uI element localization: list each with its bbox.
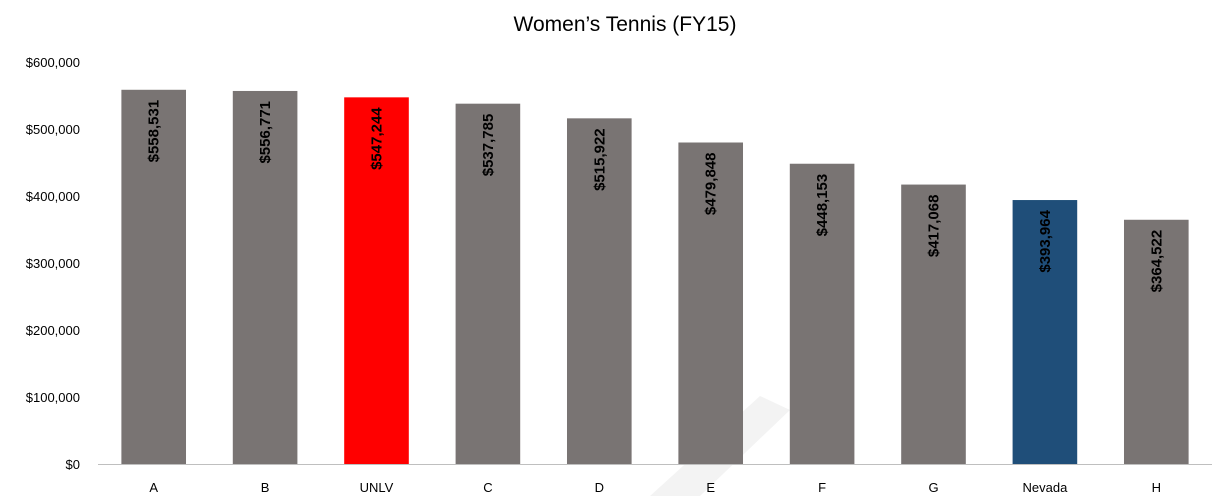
bar-value-label: $558,531 — [146, 100, 163, 163]
bar — [455, 103, 521, 464]
x-tick-label: H — [1152, 480, 1161, 495]
bar-value-label: $417,068 — [926, 195, 943, 258]
y-axis: $0 $100,000 $200,000 $300,000 $400,000 $500,0… — [26, 55, 80, 472]
x-tick-label: Nevada — [1022, 480, 1068, 495]
bar-value-label: $448,153 — [814, 174, 831, 237]
bar — [789, 163, 855, 464]
y-tick-label: $300,000 — [26, 256, 80, 271]
x-axis: A B UNLV C D E F G Nevada H — [98, 464, 1212, 495]
bar — [1012, 200, 1078, 464]
x-tick-label: A — [149, 480, 158, 495]
bar-value-label: $515,922 — [591, 128, 608, 191]
bar — [1123, 219, 1189, 464]
chart-title: Women’s Tennis (FY15) — [514, 13, 737, 36]
bar-value-label: $556,771 — [257, 101, 274, 164]
y-tick-label: $0 — [66, 457, 80, 472]
bar-value-label: $479,848 — [703, 153, 720, 216]
bar — [901, 184, 966, 464]
y-tick-label: $200,000 — [26, 323, 80, 338]
x-tick-label: G — [928, 480, 938, 495]
bar-value-label: $393,964 — [1037, 209, 1054, 272]
bars-group: $558,531 $556,771 $547,244 $537,785 $515,922… — [121, 89, 1189, 465]
y-tick-label: $400,000 — [26, 189, 80, 204]
bar — [678, 142, 744, 465]
bar — [566, 118, 632, 464]
x-tick-label: E — [706, 480, 715, 495]
x-tick-label: D — [595, 480, 604, 495]
bar-value-label: $364,522 — [1148, 230, 1165, 293]
y-tick-label: $100,000 — [26, 390, 80, 405]
bar-value-label: $547,244 — [369, 107, 386, 170]
x-tick-label: C — [483, 480, 492, 495]
bar — [232, 90, 298, 464]
bar — [121, 89, 187, 464]
y-tick-label: $600,000 — [26, 55, 80, 70]
x-tick-label: B — [261, 480, 270, 495]
x-tick-label: F — [818, 480, 826, 495]
y-tick-label: $500,000 — [26, 122, 80, 137]
bar — [344, 97, 409, 464]
x-tick-label: UNLV — [360, 480, 394, 495]
bar-value-label: $537,785 — [480, 114, 497, 177]
